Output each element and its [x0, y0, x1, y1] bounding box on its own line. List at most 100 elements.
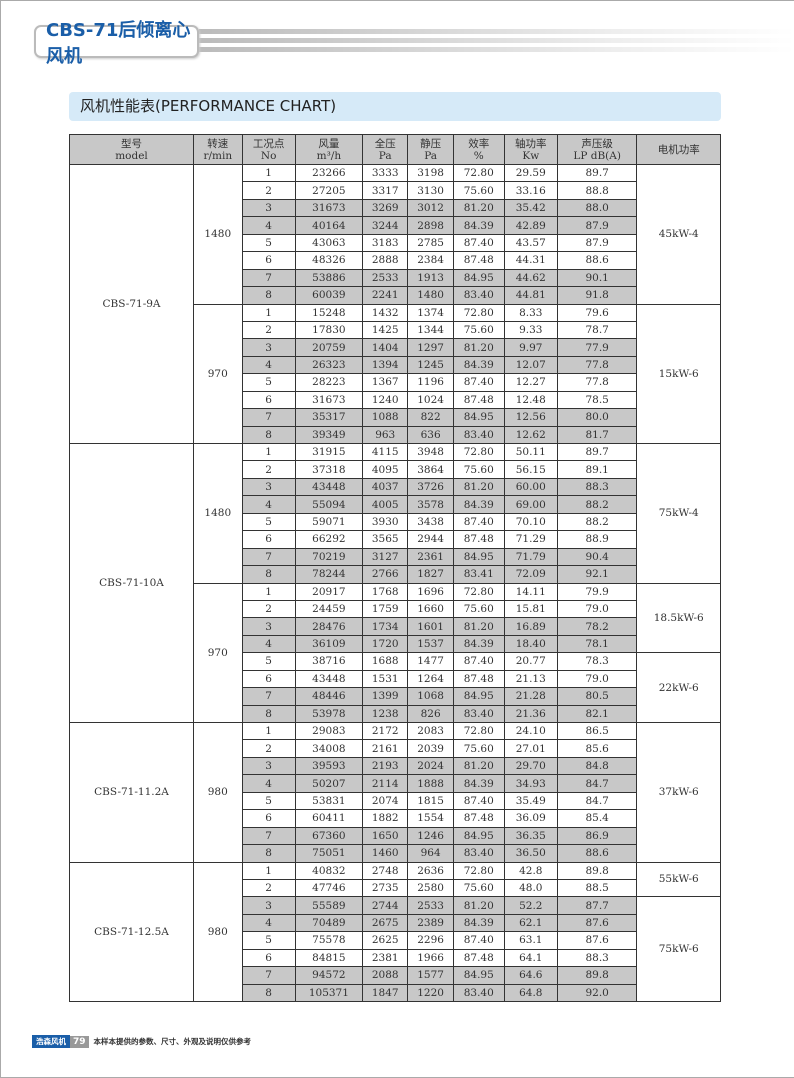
sound-level-cell: 87.6	[556, 931, 638, 950]
air-flow-cell: 78244	[294, 565, 364, 584]
table-row: 5 53831 2074 1815 87.40 35.49 84.7	[70, 791, 721, 811]
point-no-cell: 6	[241, 251, 296, 270]
column-header-unit: Pa	[378, 149, 392, 162]
point-no-cell: 4	[241, 634, 296, 654]
static-pressure-cell: 1264	[407, 669, 454, 689]
air-flow-cell: 28476	[294, 617, 364, 636]
sound-level-cell: 79.6	[556, 303, 638, 322]
sound-level-cell: 77.9	[556, 338, 638, 357]
speed-cell: 1480	[193, 164, 243, 305]
static-pressure-cell: 2389	[407, 913, 454, 933]
efficiency-cell: 87.40	[452, 373, 505, 392]
point-no-cell: 7	[241, 268, 296, 288]
sound-level-cell: 78.1	[556, 634, 638, 654]
table-row: 3 39593 2193 2024 81.20 29.70 84.8	[70, 756, 721, 776]
column-header-label: 全压	[374, 137, 396, 150]
column-header-label: 轴功率	[515, 137, 547, 150]
point-no-cell: 8	[241, 704, 296, 724]
efficiency-cell: 84.39	[452, 216, 505, 235]
total-pressure-cell: 3333	[362, 163, 409, 183]
shaft-power-cell: 21.36	[503, 704, 558, 724]
sound-level-cell: 90.1	[556, 268, 638, 288]
section-title: 风机性能表(PERFORMANCE CHART)	[69, 92, 721, 121]
model-cell: CBS-71-9A	[68, 164, 195, 444]
shaft-power-cell: 48.0	[503, 878, 558, 898]
efficiency-cell: 81.20	[452, 617, 505, 636]
sound-level-cell: 87.6	[556, 913, 638, 933]
efficiency-cell: 75.60	[452, 599, 505, 619]
total-pressure-cell: 1650	[362, 826, 409, 846]
point-no-cell: 6	[241, 390, 296, 410]
shaft-power-cell: 63.1	[503, 931, 558, 950]
efficiency-cell: 75.60	[452, 181, 505, 200]
sound-level-cell: 78.7	[556, 320, 638, 340]
point-no-cell: 3	[241, 477, 296, 497]
total-pressure-cell: 1399	[362, 687, 409, 706]
total-pressure-cell: 3565	[362, 530, 409, 549]
table-row: 4 40164 3244 2898 84.39 42.89 87.9	[70, 216, 721, 235]
shaft-power-cell: 44.31	[503, 251, 558, 270]
static-pressure-cell: 2898	[407, 216, 454, 235]
total-pressure-cell: 2735	[362, 878, 409, 898]
total-pressure-cell: 3930	[362, 512, 409, 532]
air-flow-cell: 31673	[294, 198, 364, 218]
air-flow-cell: 55094	[294, 495, 364, 514]
efficiency-cell: 84.39	[452, 355, 505, 375]
shaft-power-cell: 34.93	[503, 774, 558, 793]
shaft-power-cell: 27.01	[503, 739, 558, 758]
total-pressure-cell: 1847	[362, 983, 409, 1003]
efficiency-cell: 72.80	[452, 861, 505, 880]
sound-level-cell: 89.7	[556, 442, 638, 462]
table-row: 5 38716 1688 1477 87.40 20.77 78.3 22kW-6	[70, 652, 721, 723]
sound-level-cell: 86.5	[556, 721, 638, 741]
efficiency-cell: 75.60	[452, 320, 505, 340]
total-pressure-cell: 2744	[362, 896, 409, 915]
sound-level-cell: 89.8	[556, 966, 638, 985]
efficiency-cell: 84.95	[452, 268, 505, 288]
air-flow-cell: 26323	[294, 355, 364, 375]
point-no-cell: 5	[241, 233, 296, 253]
shaft-power-cell: 42.8	[503, 861, 558, 880]
shaft-power-cell: 36.35	[503, 826, 558, 846]
column-header-unit: %	[473, 149, 484, 162]
total-pressure-cell: 2114	[362, 774, 409, 793]
sound-level-cell: 80.5	[556, 687, 638, 706]
air-flow-cell: 48326	[294, 251, 364, 270]
static-pressure-cell: 3198	[407, 163, 454, 183]
static-pressure-cell: 1220	[407, 983, 454, 1003]
air-flow-cell: 38716	[294, 652, 364, 671]
point-no-cell: 4	[241, 774, 296, 793]
shaft-power-cell: 36.50	[503, 844, 558, 863]
total-pressure-cell: 2748	[362, 861, 409, 880]
total-pressure-cell: 2161	[362, 739, 409, 758]
point-no-cell: 4	[241, 913, 296, 933]
speed-cell: 970	[193, 303, 243, 444]
model-cell: CBS-71-11.2A	[68, 722, 195, 863]
efficiency-cell: 87.48	[452, 948, 505, 968]
sound-level-cell: 92.1	[556, 565, 638, 584]
point-no-cell: 2	[241, 739, 296, 758]
air-flow-cell: 24459	[294, 599, 364, 619]
static-pressure-cell: 636	[407, 425, 454, 445]
efficiency-cell: 81.20	[452, 198, 505, 218]
table-row: 4 55094 4005 3578 84.39 69.00 88.2	[70, 495, 721, 514]
shaft-power-cell: 72.09	[503, 565, 558, 584]
sound-level-cell: 88.2	[556, 512, 638, 532]
static-pressure-cell: 2533	[407, 896, 454, 915]
point-no-cell: 7	[241, 687, 296, 706]
static-pressure-cell: 1245	[407, 355, 454, 375]
total-pressure-cell: 3317	[362, 181, 409, 200]
shaft-power-cell: 60.00	[503, 477, 558, 497]
table-row: CBS-71-12.5A 980 1 40832 2748 2636 72.80 42.8 89…	[68, 861, 721, 1002]
column-header-label: 电机功率	[657, 143, 700, 156]
motor-power-cell: 45kW-4	[636, 164, 721, 305]
efficiency-cell: 83.40	[452, 983, 505, 1003]
total-pressure-cell: 2533	[362, 268, 409, 288]
point-no-cell: 7	[241, 547, 296, 567]
shaft-power-cell: 44.81	[503, 286, 558, 305]
total-pressure-cell: 2241	[362, 286, 409, 305]
sound-level-cell: 84.8	[556, 756, 638, 776]
air-flow-cell: 75578	[294, 931, 364, 950]
efficiency-cell: 72.80	[452, 163, 505, 183]
table-row: 3 55589 2744 2533 81.20 52.2 87.7 75kW-6	[70, 896, 721, 1002]
